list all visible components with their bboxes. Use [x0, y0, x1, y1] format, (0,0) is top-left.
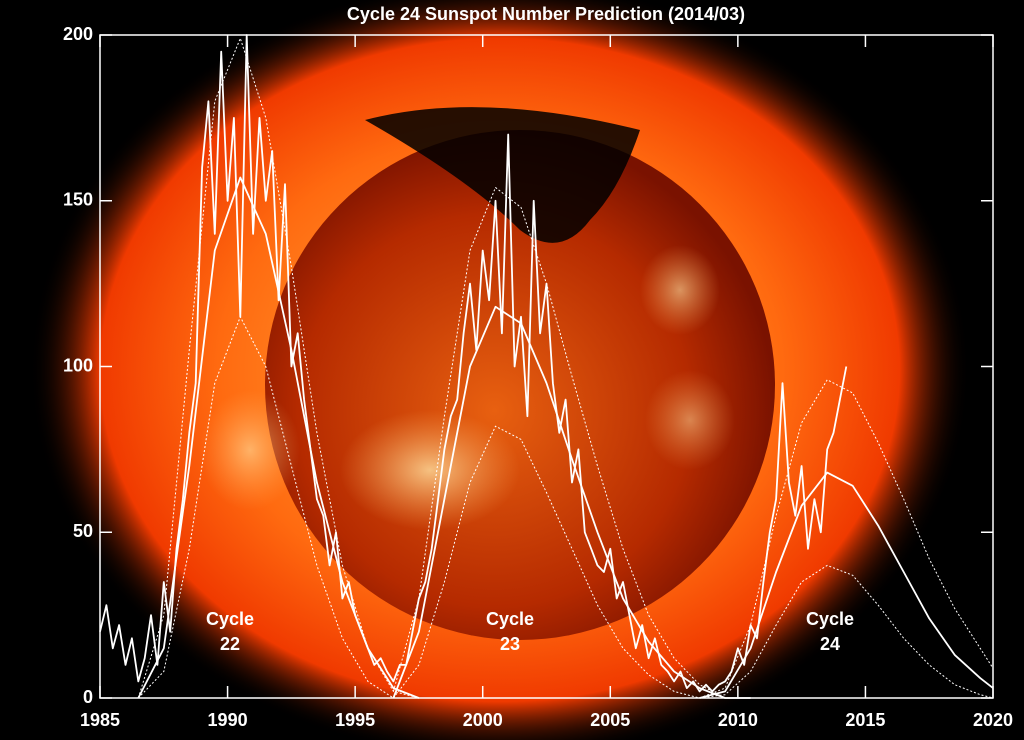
cycle-label-line: 24: [820, 634, 840, 654]
series-line: [699, 471, 994, 699]
y-tick-label: 0: [83, 687, 93, 707]
cycle-label-line: Cycle: [486, 609, 534, 629]
cycle-label: Cycle 22: [206, 609, 254, 654]
y-tick-label: 200: [63, 24, 93, 44]
cycle-label-line: 23: [500, 634, 520, 654]
series-line: [699, 564, 994, 699]
cycle-label-line: 22: [220, 634, 240, 654]
x-tick-label: 1985: [80, 710, 120, 730]
cycle-label-line: Cycle: [206, 609, 254, 629]
series-line: [699, 379, 994, 699]
y-tick-label: 50: [73, 521, 93, 541]
x-tick-label: 2020: [973, 710, 1013, 730]
series-line: [392, 305, 751, 699]
sun-glow: [340, 410, 520, 530]
x-tick-label: 2010: [718, 710, 758, 730]
series-line: [392, 187, 751, 699]
chart-title: Cycle 24 Sunspot Number Prediction (2014…: [347, 4, 745, 24]
series-line: [137, 316, 419, 699]
cycle-label: Cycle 23: [486, 609, 534, 654]
x-tick-label: 1995: [335, 710, 375, 730]
coronal-hole: [365, 107, 640, 243]
series-line: [99, 34, 848, 693]
x-tick-label: 2015: [845, 710, 885, 730]
y-tick-label: 150: [63, 190, 93, 210]
x-tick-label: 1990: [208, 710, 248, 730]
x-tick-label: 2000: [463, 710, 503, 730]
cycle-label-line: Cycle: [806, 609, 854, 629]
y-tick-label: 100: [63, 355, 93, 375]
x-tick-label: 2005: [590, 710, 630, 730]
series-line: [137, 37, 420, 699]
sun-glow: [200, 390, 300, 510]
sun-glow: [640, 245, 720, 335]
cycle-label: Cycle 24: [806, 609, 854, 654]
series-line: [137, 176, 420, 699]
sun-glow: [645, 370, 735, 470]
